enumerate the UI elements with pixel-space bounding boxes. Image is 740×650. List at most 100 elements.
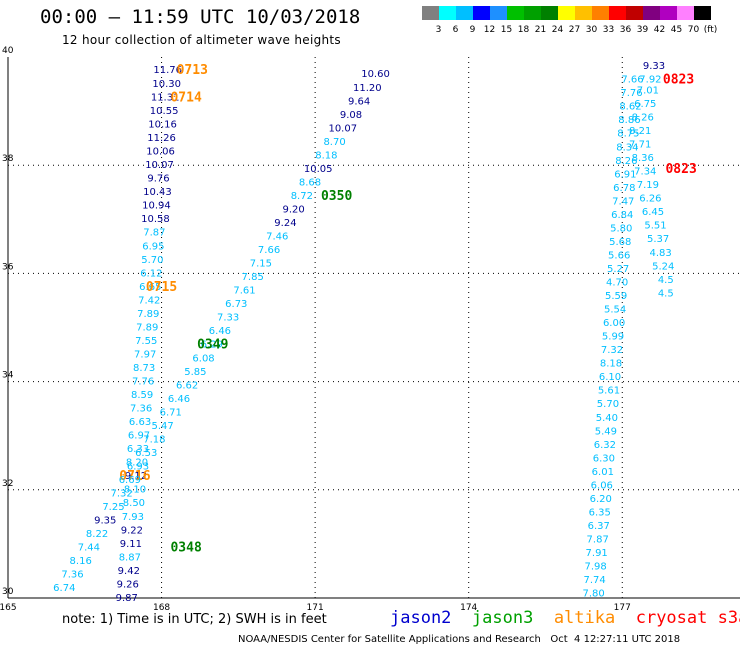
x-tick-label: 168 xyxy=(153,603,170,613)
wave-height-value: 5.27 xyxy=(607,264,629,275)
colorbar-swatch xyxy=(694,6,711,20)
wave-height-value: 6.33 xyxy=(127,444,149,455)
wave-height-value: 7.80 xyxy=(582,589,604,600)
wave-height-value: 10.60 xyxy=(361,69,390,80)
wave-height-value: 7.87 xyxy=(143,228,165,239)
wave-height-value: 7.18 xyxy=(143,434,165,445)
wave-height-value: 6.12 xyxy=(140,268,162,279)
wave-height-value: 8.18 xyxy=(315,150,337,161)
colorbar-swatch xyxy=(592,6,609,20)
wave-height-value: 7.32 xyxy=(111,489,133,500)
wave-height-value: 8.21 xyxy=(629,126,651,137)
legend-s3a: s3a xyxy=(717,608,740,628)
colorbar-swatch xyxy=(575,6,592,20)
wave-height-value: 11.20 xyxy=(353,83,382,94)
footer-note: note: 1) Time is in UTC; 2) SWH is in fe… xyxy=(62,612,327,627)
wave-height-value: 7.76 xyxy=(132,377,154,388)
colorbar-label: 36 xyxy=(619,25,632,35)
wave-height-value: 11.31 xyxy=(151,92,180,103)
colorbar-label: 9 xyxy=(469,25,476,35)
wave-height-value: 7.25 xyxy=(102,502,124,513)
pass-time-label: 0348 xyxy=(170,541,201,556)
wave-height-value: 7.46 xyxy=(266,232,288,243)
wave-height-value: 6.46 xyxy=(168,394,190,405)
wave-height-value: 7.36 xyxy=(130,404,152,415)
wave-height-value: 10.07 xyxy=(145,160,174,171)
wave-height-value: 5.99 xyxy=(602,332,624,343)
wave-height-value: 7.36 xyxy=(61,570,83,581)
wave-height-value: 9.20 xyxy=(283,204,305,215)
pass-time-label: 0715 xyxy=(146,280,177,295)
colorbar-swatch xyxy=(456,6,473,20)
colorbar-swatch xyxy=(626,6,643,20)
colorbar-swatch xyxy=(609,6,626,20)
colorbar-swatch xyxy=(558,6,575,20)
wave-height-value: 8.50 xyxy=(123,498,145,509)
wave-height-value: 8.34 xyxy=(616,142,638,153)
colorbar-label: 6 xyxy=(452,25,459,35)
wave-height-value: 7.42 xyxy=(138,295,160,306)
wave-height-value: 6.32 xyxy=(594,440,616,451)
chart-subtitle: 12 hour collection of altimeter wave hei… xyxy=(62,33,341,47)
y-tick-label: 32 xyxy=(2,479,13,489)
colorbar-label: 39 xyxy=(636,25,649,35)
x-tick-label: 174 xyxy=(460,603,477,613)
colorbar-label: 42 xyxy=(653,25,666,35)
wave-height-value: 5.49 xyxy=(595,426,617,437)
wave-height-value: 9.64 xyxy=(348,96,370,107)
wave-height-value: 4.70 xyxy=(606,278,628,289)
wave-height-value: 9.76 xyxy=(147,174,169,185)
wave-height-value: 5.37 xyxy=(647,234,669,245)
wave-height-value: 11.26 xyxy=(147,133,176,144)
pass-time-label: 0350 xyxy=(321,189,352,204)
colorbar-swatch xyxy=(490,6,507,20)
wave-height-value: 8.26 xyxy=(615,156,637,167)
wave-height-value: 5.70 xyxy=(141,255,163,266)
colorbar-label: 70 xyxy=(687,25,700,35)
wave-height-value: 7.85 xyxy=(242,272,264,283)
wave-height-value: 10.43 xyxy=(143,187,172,198)
wave-height-value: 7.93 xyxy=(122,512,144,523)
wave-height-value: 7.71 xyxy=(629,140,651,151)
colorbar-label: 27 xyxy=(568,25,581,35)
legend-altika: altika xyxy=(553,608,616,628)
wave-height-value: 5.66 xyxy=(608,250,630,261)
legend-jason3: jason3 xyxy=(471,608,534,628)
wave-height-value: 9.26 xyxy=(117,579,139,590)
wave-height-value: 8.70 xyxy=(323,137,345,148)
wave-height-value: 6.69 xyxy=(119,475,141,486)
wave-height-value: 5.47 xyxy=(151,421,173,432)
wave-height-value: 10.55 xyxy=(150,106,179,117)
wave-height-value: 8.72 xyxy=(291,191,313,202)
wave-height-value: 10.30 xyxy=(152,79,181,90)
wave-height-value: 4.5 xyxy=(658,275,674,286)
legend-cryosat: cryosat xyxy=(635,608,708,628)
wave-height-value: 6.46 xyxy=(209,326,231,337)
y-tick-label: 40 xyxy=(2,46,14,56)
wave-height-value: 7.47 xyxy=(612,196,634,207)
colorbar-label: 24 xyxy=(551,25,564,35)
colorbar-swatch xyxy=(422,6,439,20)
wave-height-value: 9.08 xyxy=(340,110,362,121)
wave-height-value: 6.63 xyxy=(129,417,151,428)
satellite-legend: jason2 jason3 altika cryosat s3a xyxy=(390,608,740,628)
y-tick-label: 36 xyxy=(2,262,14,272)
wave-height-value: 6.45 xyxy=(642,207,664,218)
wave-height-value: 8.68 xyxy=(299,177,321,188)
wave-height-value: 9.33 xyxy=(643,61,665,72)
y-tick-label: 34 xyxy=(2,371,14,381)
wave-height-value: 10.06 xyxy=(146,147,175,158)
wave-height-value: 7.61 xyxy=(233,286,255,297)
wave-height-value: 7.34 xyxy=(634,167,656,178)
wave-height-value: 7.66 xyxy=(258,245,280,256)
wave-height-value: 5.70 xyxy=(597,399,619,410)
wave-height-value: 8.73 xyxy=(133,363,155,374)
wave-height-value: 7.74 xyxy=(583,575,605,586)
colorbar-swatch xyxy=(643,6,660,20)
wave-height-value: 5.51 xyxy=(644,221,666,232)
x-tick-label: 171 xyxy=(307,603,324,613)
wave-height-value: 6.35 xyxy=(589,507,611,518)
wave-height-value: 7.33 xyxy=(217,313,239,324)
wave-height-value: 7.66 xyxy=(621,75,643,86)
